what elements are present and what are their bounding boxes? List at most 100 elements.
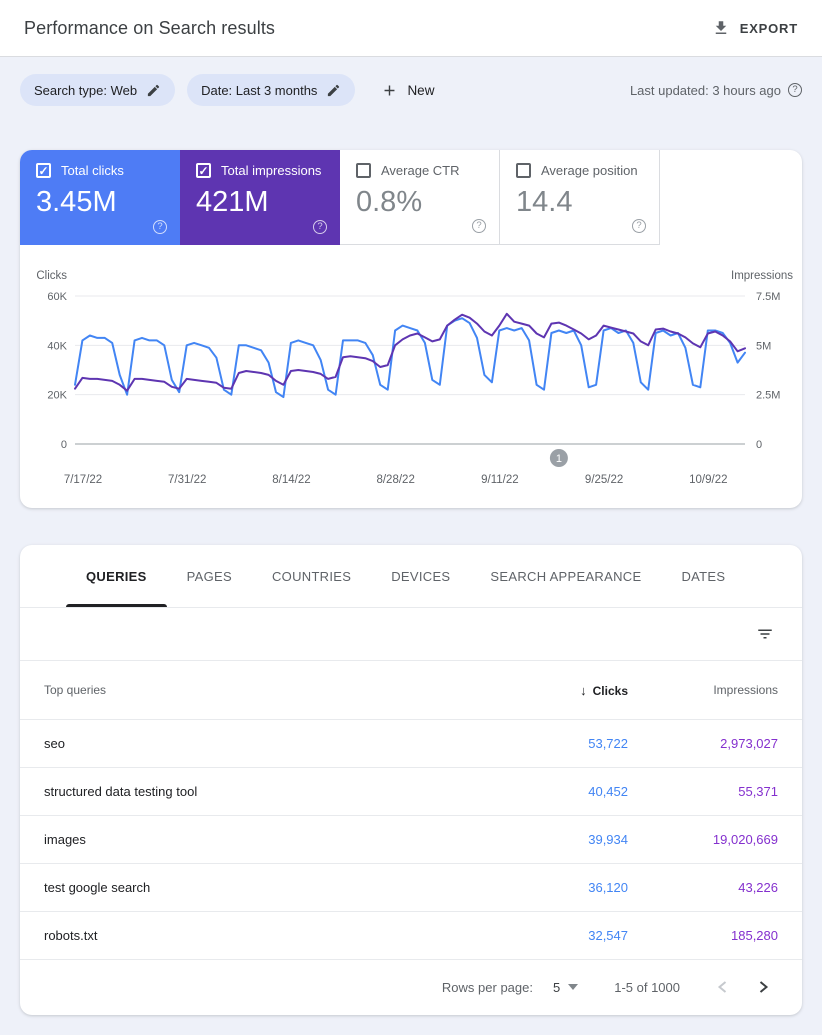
x-axis-date-label: 9/25/22 xyxy=(585,474,623,486)
annotation-marker-label: 1 xyxy=(556,453,562,465)
rows-per-page-select[interactable]: 5 xyxy=(553,980,579,995)
left-axis-tick: 20K xyxy=(47,390,67,402)
metric-value: 14.4 xyxy=(516,186,573,218)
checkbox-checked-icon[interactable]: ✓ xyxy=(36,163,51,178)
table-row[interactable]: structured data testing tool 40,452 55,3… xyxy=(20,768,802,816)
query-cell: robots.txt xyxy=(44,928,98,943)
table-row[interactable]: robots.txt 32,547 185,280 xyxy=(20,912,802,960)
queries-table-card: QUERIES PAGES COUNTRIES DEVICES SEARCH A… xyxy=(20,545,802,1015)
clicks-cell: 53,722 xyxy=(588,736,628,751)
right-axis-tick: 7.5M xyxy=(756,291,780,303)
tab-pages[interactable]: PAGES xyxy=(167,545,252,607)
metric-label: Total clicks xyxy=(61,163,124,178)
search-type-chip[interactable]: Search type: Web xyxy=(20,74,176,106)
x-axis-date-label: 8/14/22 xyxy=(272,474,310,486)
date-range-chip[interactable]: Date: Last 3 months xyxy=(187,74,356,106)
impressions-cell: 43,226 xyxy=(738,880,778,895)
checkbox-unchecked-icon[interactable] xyxy=(516,163,531,178)
pagination: Rows per page: 5 1-5 of 1000 xyxy=(20,960,802,1014)
right-axis-tick: 0 xyxy=(756,439,762,451)
query-cell: structured data testing tool xyxy=(44,784,198,799)
impressions-cell: 185,280 xyxy=(731,928,778,943)
metric-label: Total impressions xyxy=(221,163,322,178)
checkbox-checked-icon[interactable]: ✓ xyxy=(196,163,211,178)
impressions-cell: 55,371 xyxy=(738,784,778,799)
export-label: EXPORT xyxy=(739,20,798,36)
next-page-button[interactable] xyxy=(751,974,776,1000)
impressions-cell: 2,973,027 xyxy=(720,736,778,751)
chevron-right-icon xyxy=(759,981,769,993)
prev-page-button[interactable] xyxy=(710,974,735,1000)
date-range-chip-label: Date: Last 3 months xyxy=(201,82,318,98)
metric-value: 421M xyxy=(196,186,269,218)
metric-label: Average position xyxy=(541,163,638,178)
annotation-marker[interactable] xyxy=(549,449,568,467)
clicks-cell: 32,547 xyxy=(588,928,628,943)
metric-label: Average CTR xyxy=(381,163,460,178)
new-filter-button[interactable]: New xyxy=(381,82,434,99)
dropdown-caret-icon xyxy=(568,984,579,990)
filter-bar: Search type: Web Date: Last 3 months New… xyxy=(0,57,822,123)
left-axis-tick: 60K xyxy=(47,291,67,303)
right-axis-tick: 5M xyxy=(756,340,771,352)
table-row[interactable]: seo 53,722 2,973,027 xyxy=(20,720,802,768)
edit-pencil-icon xyxy=(328,84,340,96)
chevron-left-icon xyxy=(717,981,727,993)
x-axis-date-label: 9/11/22 xyxy=(481,474,519,486)
filter-table-button[interactable] xyxy=(750,619,780,649)
clicks-cell: 39,934 xyxy=(588,832,628,847)
x-axis-date-label: 8/28/22 xyxy=(376,474,414,486)
column-header-top-queries[interactable]: Top queries xyxy=(44,683,478,697)
table-row[interactable]: images 39,934 19,020,669 xyxy=(20,816,802,864)
new-filter-label: New xyxy=(407,82,435,98)
performance-chart: 60K 40K 20K 0 7.5M 5M 2.5M 0 Clicks Impressions 7/… xyxy=(20,245,802,508)
column-header-impressions[interactable]: Impressions xyxy=(628,683,778,697)
pagination-range: 1-5 of 1000 xyxy=(614,979,680,995)
tab-countries[interactable]: COUNTRIES xyxy=(252,545,371,607)
search-type-chip-label: Search type: Web xyxy=(34,82,138,98)
help-icon[interactable]: ? xyxy=(632,218,646,233)
tab-search-appearance[interactable]: SEARCH APPEARANCE xyxy=(470,545,661,607)
metric-tile-total-impressions[interactable]: ✓ Total impressions 421M ? xyxy=(180,150,340,245)
metric-tile-average-position[interactable]: Average position 14.4 ? xyxy=(500,150,660,245)
clicks-cell: 36,120 xyxy=(588,880,628,895)
query-cell: test google search xyxy=(44,880,151,895)
help-icon[interactable]: ? xyxy=(313,219,327,234)
page-title: Performance on Search results xyxy=(24,17,276,38)
right-axis-title: Impressions xyxy=(731,270,793,282)
column-header-clicks[interactable]: ↓ Clicks xyxy=(478,683,628,698)
x-axis-date-label: 10/9/22 xyxy=(689,474,727,486)
export-button[interactable]: EXPORT xyxy=(712,19,798,37)
filter-list-icon xyxy=(758,629,772,639)
left-axis-tick: 40K xyxy=(47,340,67,352)
query-cell: images xyxy=(44,832,86,847)
help-icon[interactable]: ? xyxy=(153,219,167,234)
chart-svg: 60K 40K 20K 0 7.5M 5M 2.5M 0 Clicks Impressions 7/… xyxy=(36,270,793,486)
metric-value: 0.8% xyxy=(356,186,423,218)
app-header: Performance on Search results EXPORT xyxy=(0,0,822,57)
x-axis-date-label: 7/17/22 xyxy=(64,474,102,486)
help-icon[interactable]: ? xyxy=(788,83,802,97)
last-updated-text: Last updated: 3 hours ago xyxy=(629,82,781,98)
x-axis-date-label: 7/31/22 xyxy=(168,474,206,486)
download-icon xyxy=(715,21,726,34)
help-icon[interactable]: ? xyxy=(472,218,486,233)
tab-dates[interactable]: DATES xyxy=(661,545,745,607)
table-row[interactable]: test google search 36,120 43,226 xyxy=(20,864,802,912)
metric-tile-total-clicks[interactable]: ✓ Total clicks 3.45M ? xyxy=(20,150,180,245)
metric-value: 3.45M xyxy=(36,186,117,218)
query-cell: seo xyxy=(44,736,65,751)
metric-tile-average-ctr[interactable]: Average CTR 0.8% ? xyxy=(340,150,500,245)
table-header-row: Top queries ↓ Clicks Impressions xyxy=(20,661,802,720)
tab-queries[interactable]: QUERIES xyxy=(66,545,167,607)
table-filter-row xyxy=(20,608,802,661)
impressions-line xyxy=(74,312,746,392)
clicks-line xyxy=(74,317,746,399)
clicks-cell: 40,452 xyxy=(588,784,628,799)
plus-icon xyxy=(384,85,395,95)
dimension-tabs: QUERIES PAGES COUNTRIES DEVICES SEARCH A… xyxy=(20,545,802,608)
sort-descending-icon: ↓ xyxy=(580,682,587,698)
tab-devices[interactable]: DEVICES xyxy=(371,545,470,607)
left-axis-title: Clicks xyxy=(36,270,67,282)
checkbox-unchecked-icon[interactable] xyxy=(356,163,371,178)
